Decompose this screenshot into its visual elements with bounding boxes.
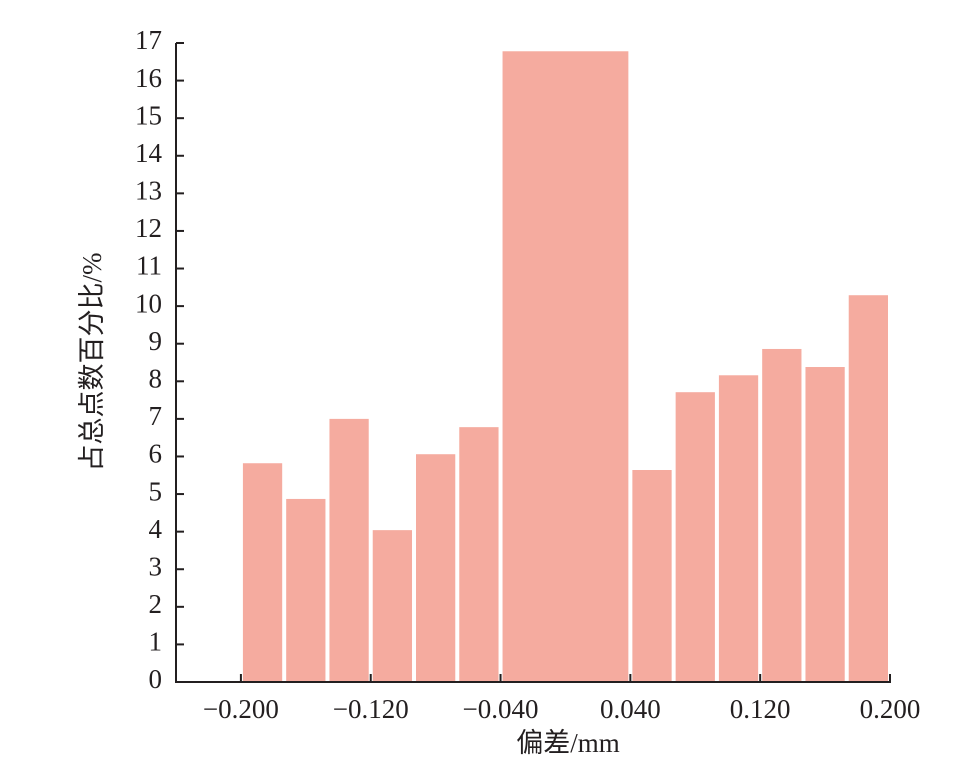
y-axis-label: 占总点数百分比/% [77,253,107,472]
bar [372,530,413,682]
bar [675,392,715,682]
bar [632,470,672,682]
y-tick-label: 12 [135,213,162,243]
y-tick-label: 3 [149,551,163,581]
bar [502,51,629,683]
y-tick-label: 8 [149,363,163,393]
bar [416,454,456,682]
y-tick-label: 13 [135,176,162,206]
x-tick-label: −0.040 [463,694,539,724]
bar [459,427,499,682]
bar [329,418,369,682]
y-tick-label: 5 [149,476,163,506]
y-tick-label: 10 [135,288,162,318]
bar [762,348,802,682]
y-tick-label: 16 [135,63,162,93]
y-tick-label: 0 [149,664,163,694]
y-tick-label: 4 [149,514,163,544]
y-tick-label: 17 [135,25,162,55]
bar [718,375,759,682]
y-tick-label: 9 [149,326,163,356]
x-tick-label: −0.200 [203,694,279,724]
bar [242,463,283,682]
y-tick-label: 1 [149,627,163,657]
bar [848,295,888,682]
y-tick-label: 6 [149,439,163,469]
x-tick-label: 0.120 [730,694,791,724]
y-tick-label: 15 [135,100,162,130]
y-tick-label: 7 [149,401,163,431]
bar [286,498,326,682]
x-tick-label: 0.200 [860,694,921,724]
y-tick-label: 2 [149,589,163,619]
x-axis-label: 偏差/mm [516,728,620,758]
y-tick-label: 14 [135,138,163,168]
bar [805,367,845,682]
x-tick-label: 0.040 [600,694,661,724]
x-tick-label: −0.120 [333,694,409,724]
y-tick-label: 11 [136,251,162,281]
